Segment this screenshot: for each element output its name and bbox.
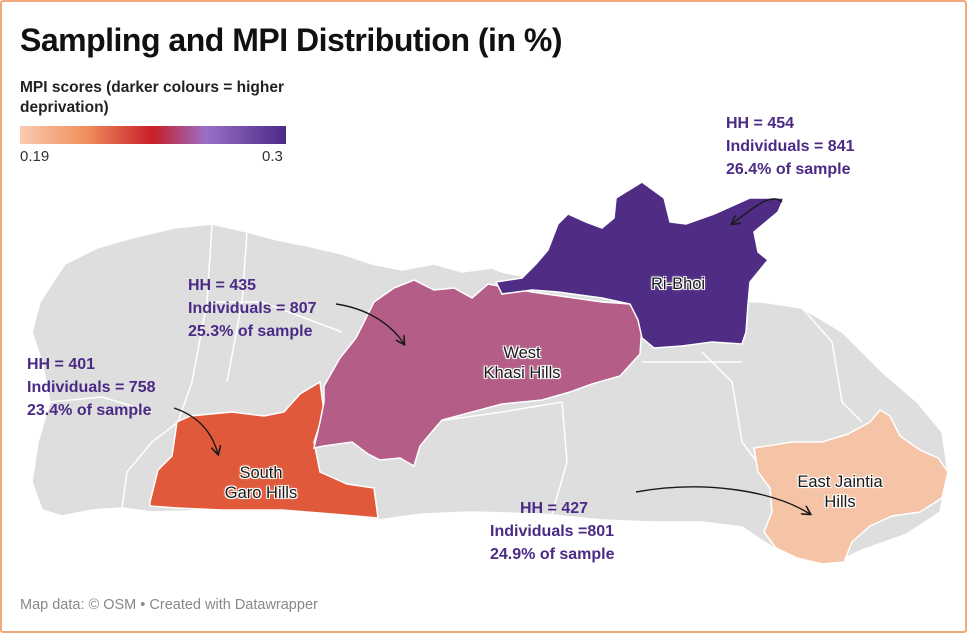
- annotation-east-jaintia-individuals: Individuals =801: [490, 523, 615, 540]
- legend-min-label: 0.19: [20, 148, 50, 165]
- region-label-ri-bhoi-text: Ri-Bhoi: [651, 275, 706, 293]
- annotation-ri-bhoi-individuals: Individuals = 841: [726, 138, 855, 155]
- annotation-west-khasi-share: 25.3% of sample: [188, 323, 313, 340]
- annotation-south-garo-individuals: Individuals = 758: [27, 379, 156, 396]
- annotation-east-jaintia-hills: HH = 427 Individuals =801 24.9% of sampl…: [490, 497, 615, 566]
- region-ri-bhoi[interactable]: [494, 181, 786, 349]
- arrow-ri-bhoi: [732, 198, 783, 224]
- annotation-east-jaintia-share: 24.9% of sample: [490, 546, 615, 563]
- region-label-south-garo-hills: South Garo Hills: [206, 463, 316, 503]
- legend-title: MPI scores (darker colours = higher depr…: [20, 79, 285, 116]
- arrow-east-jaintia: [635, 486, 810, 514]
- annotation-ri-bhoi-hh: HH = 454: [726, 115, 795, 132]
- annotation-west-khasi-individuals: Individuals = 807: [188, 300, 317, 317]
- annotation-west-khasi-hills: HH = 435 Individuals = 807 25.3% of samp…: [188, 274, 317, 343]
- map-footer-credit: Map data: © OSM • Created with Datawrapp…: [20, 597, 318, 613]
- region-label-south-garo-line2: Garo Hills: [224, 484, 298, 502]
- annotation-arrows: [173, 198, 810, 514]
- legend-color-bar: [20, 126, 286, 144]
- region-label-west-khasi-line2: Khasi Hills: [483, 364, 561, 382]
- arrow-west-khasi: [335, 303, 404, 344]
- page-title: Sampling and MPI Distribution (in %): [20, 22, 562, 58]
- annotation-ri-bhoi-share: 26.4% of sample: [726, 161, 851, 178]
- region-label-west-khasi-line1: West: [503, 344, 541, 362]
- annotation-south-garo-hh: HH = 401: [27, 356, 96, 373]
- district-boundaries: [49, 223, 863, 515]
- arrow-south-garo: [173, 407, 218, 454]
- region-label-west-khasi-hills: West Khasi Hills: [458, 343, 586, 383]
- annotation-south-garo-hills: HH = 401 Individuals = 758 23.4% of samp…: [27, 353, 156, 422]
- region-label-south-garo-line1: South: [239, 464, 283, 482]
- region-label-east-jaintia-hills: East Jaintia Hills: [778, 472, 902, 512]
- region-label-east-jaintia-line1: East Jaintia: [797, 473, 883, 491]
- annotation-east-jaintia-hh: HH = 427: [520, 500, 589, 517]
- annotation-ri-bhoi: HH = 454 Individuals = 841 26.4% of samp…: [726, 112, 855, 181]
- annotation-west-khasi-hh: HH = 435: [188, 277, 257, 294]
- region-west-khasi-hills[interactable]: [313, 279, 643, 468]
- region-label-ri-bhoi: Ri-Bhoi: [651, 274, 705, 294]
- legend-max-label: 0.3: [262, 148, 283, 165]
- region-east-jaintia-hills[interactable]: [753, 409, 949, 565]
- annotation-south-garo-share: 23.4% of sample: [27, 402, 152, 419]
- region-label-east-jaintia-line2: Hills: [824, 493, 856, 511]
